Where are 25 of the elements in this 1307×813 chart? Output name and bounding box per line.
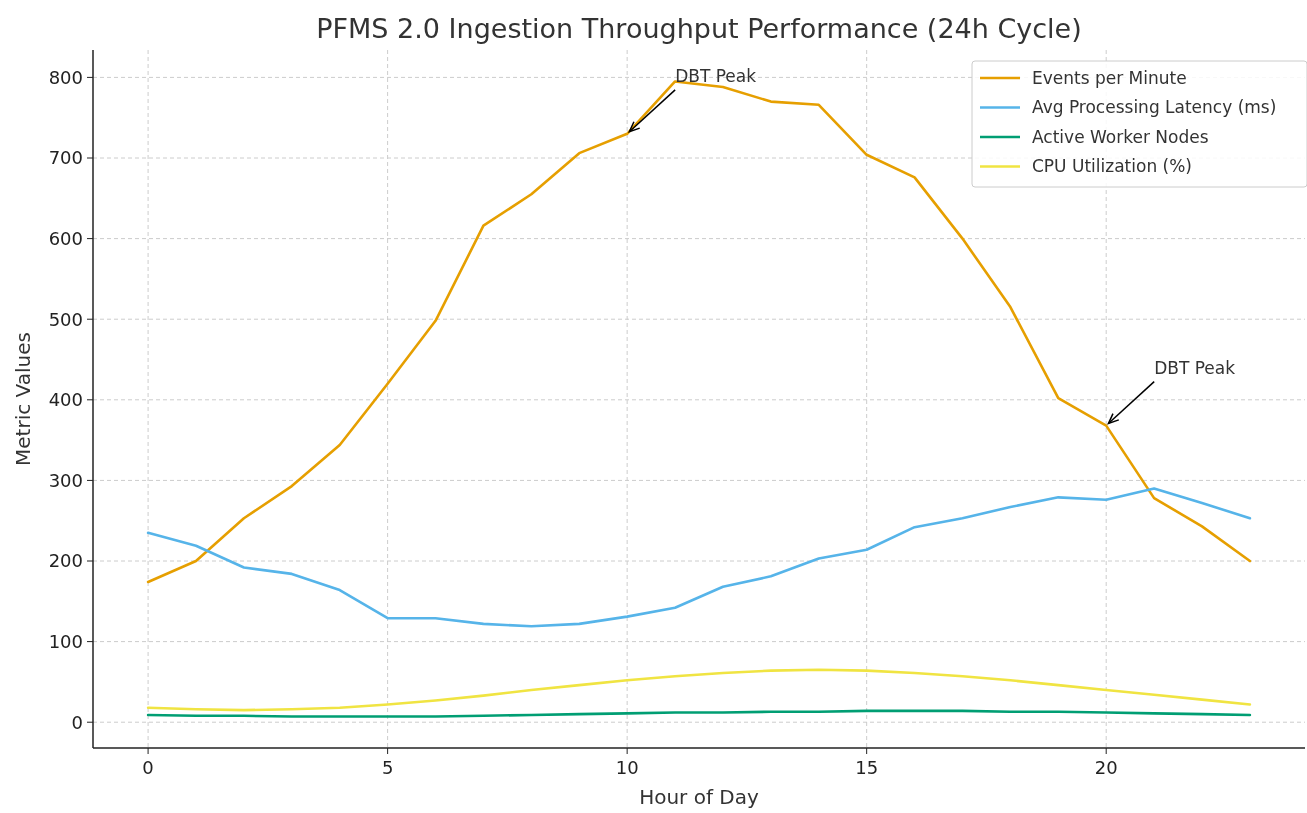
x-tick-label: 10 xyxy=(615,757,639,778)
x-tick-label: 15 xyxy=(855,757,879,778)
y-tick-label: 100 xyxy=(48,630,83,652)
legend-label: Avg Processing Latency (ms) xyxy=(1032,97,1277,118)
y-tick-label: 0 xyxy=(71,711,83,733)
line-series xyxy=(146,487,1252,628)
y-tick-label: 800 xyxy=(48,66,83,88)
line-series xyxy=(146,668,1252,712)
annotation: DBT Peak xyxy=(675,65,757,86)
y-tick-label: 600 xyxy=(48,227,83,249)
y-axis-title: Metric Values xyxy=(11,332,35,466)
annotation: DBT Peak xyxy=(1154,357,1236,378)
x-tick-label: 20 xyxy=(1094,757,1118,778)
y-tick-label: 200 xyxy=(48,550,83,572)
y-tick-label: 400 xyxy=(48,389,83,411)
x-axis-title: Hour of Day xyxy=(639,785,759,809)
y-tick-label: 300 xyxy=(48,469,83,491)
legend-label: CPU Utilization (%) xyxy=(1032,156,1192,177)
chart-title: PFMS 2.0 Ingestion Throughput Performance (24h Cycle) xyxy=(316,13,1082,44)
legend-label: Events per Minute xyxy=(1032,67,1187,88)
legend-label: Active Worker Nodes xyxy=(1032,126,1209,147)
y-tick-label: 700 xyxy=(48,147,83,169)
x-tick-label: 0 xyxy=(142,757,154,778)
y-tick-label: 500 xyxy=(48,308,83,330)
x-tick-label: 5 xyxy=(381,757,394,778)
